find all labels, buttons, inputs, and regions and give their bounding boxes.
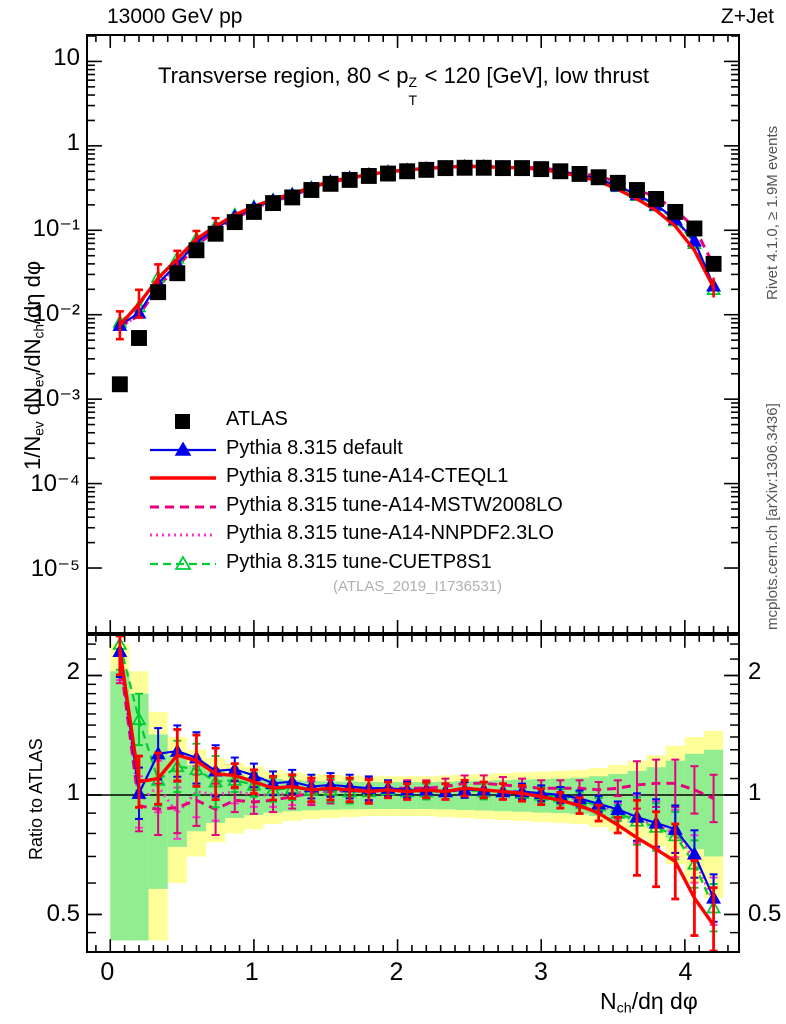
ratio-plot-canvas — [88, 636, 738, 951]
main-y-tick-label: 10 — [53, 43, 80, 71]
legend-label: Pythia 8.315 tune-A14-CTEQL1 — [226, 465, 509, 487]
legend-label: Pythia 8.315 tune-A14-NNPDF2.3LO — [226, 522, 554, 544]
legend-label: Pythia 8.315 tune-A14-MSTW2008LO — [226, 493, 563, 516]
main-plot-panel — [86, 34, 740, 634]
ratio-plot-panel — [86, 634, 740, 953]
annotation-sub: T — [408, 92, 418, 108]
ratio-y-tick-label: 0.5 — [46, 900, 80, 927]
ratio-y-tick-label: 2 — [66, 658, 80, 685]
legend-label: ATLAS — [226, 408, 288, 430]
legend-sample-dashed — [148, 496, 218, 518]
rivet-caption: Rivet 4.1.0, ≥ 1.9M events — [764, 125, 781, 300]
legend-sample-dotted — [148, 524, 218, 546]
main-y-tick-label: 10⁻⁵ — [30, 554, 80, 582]
legend-sample-marker-square — [148, 410, 218, 432]
mcplots-caption: mcplots.cern.ch [arXiv:1306.3436] — [764, 403, 781, 630]
ratio-y-axis-title: Ratio to ATLAS — [26, 738, 46, 860]
main-y-tick-label: 10⁻² — [32, 299, 80, 327]
legend-sample-solid — [148, 467, 218, 489]
legend-sample-solid-tri — [148, 439, 218, 461]
annotation-sup: Z — [408, 74, 418, 90]
ratio-y-tick-label: 1 — [66, 779, 80, 806]
main-y-axis-title: 1/Nev dNev/dNch/dη dφ — [20, 261, 46, 470]
y-title-text: 1/Nev dNev/dNch/dη dφ — [20, 260, 47, 470]
main-y-tick-label: 10⁻⁴ — [30, 469, 80, 497]
ratio-y-tick-label-right: 1 — [748, 779, 762, 806]
main-plot-canvas — [88, 36, 738, 632]
x-axis-title: Nch/dη dφ — [600, 988, 698, 1017]
legend-label: Pythia 8.315 tune-CUETP8S1 — [226, 550, 492, 573]
x-tick-label: 2 — [389, 958, 404, 986]
ratio-y-tick-label-right: 2 — [748, 658, 762, 685]
annotation-pre: Transverse region, 80 < p — [158, 63, 409, 88]
header-left-label: 13000 GeV pp — [107, 5, 243, 28]
x-tick-label: 0 — [100, 958, 115, 986]
x-title-text: Nch/dη dφ — [600, 988, 698, 1017]
main-y-tick-label: 10⁻³ — [32, 384, 80, 412]
legend-sample-dashed-tri — [148, 553, 218, 575]
header-right-label: Z+Jet — [720, 5, 774, 28]
x-tick-label: 1 — [244, 958, 259, 986]
main-y-tick-label: 1 — [66, 128, 80, 156]
ratio-y-tick-label-right: 0.5 — [748, 900, 782, 927]
annotation-post: < 120 [GeV], low thrust — [418, 63, 650, 88]
legend-label: Pythia 8.315 default — [226, 436, 403, 459]
x-tick-label: 4 — [678, 958, 693, 986]
main-y-tick-label: 10⁻¹ — [32, 214, 80, 242]
x-tick-label: 3 — [533, 958, 548, 986]
analysis-id-watermark: (ATLAS_2019_I1736531) — [333, 578, 503, 595]
